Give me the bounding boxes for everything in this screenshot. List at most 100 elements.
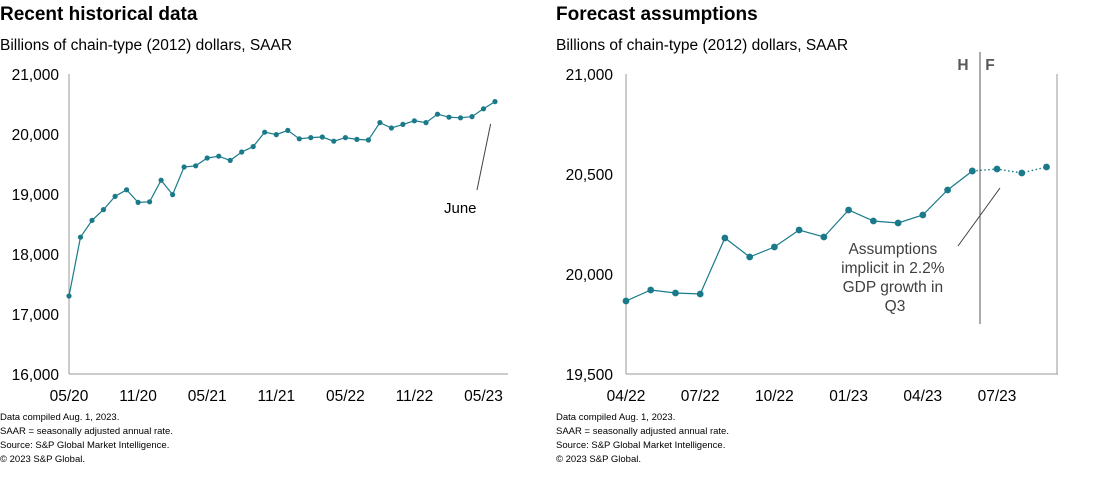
data-point: [170, 192, 176, 198]
historical-x-tick-label: 05/20: [50, 388, 89, 405]
historical-x-tick-label: 11/21: [257, 388, 295, 405]
data-point: [820, 233, 828, 241]
data-point: [721, 234, 729, 242]
data-point: [446, 114, 452, 120]
data-point: [89, 217, 95, 223]
assumptions-annotation-label: Assumptions implicit in 2.2% GDP growth …: [841, 241, 949, 315]
data-point: [100, 207, 107, 213]
data-point: [124, 187, 130, 193]
data-point: [147, 199, 153, 205]
data-point: [968, 167, 976, 175]
data-point: [771, 243, 778, 251]
historical-footnote: SAAR = seasonally adjusted annual rate.: [0, 426, 173, 437]
data-point: [77, 234, 84, 240]
data-point: [342, 135, 348, 141]
data-point: [647, 286, 655, 294]
data-point: [469, 114, 475, 120]
data-point: [919, 211, 927, 219]
forecast-x-tick-label: 10/22: [755, 388, 794, 405]
historical-y-tick-label: 21,000: [12, 67, 60, 84]
historical-x-tick-label: 11/20: [119, 388, 157, 405]
data-point: [112, 193, 118, 199]
historical-series: [66, 99, 498, 299]
data-point: [158, 177, 164, 183]
data-point: [423, 120, 429, 126]
historical-y-tick-label: 20,000: [12, 127, 60, 144]
historical-y-tick-label: 17,000: [12, 307, 60, 324]
historical-x-tick-label: 05/21: [188, 388, 227, 405]
data-point: [262, 129, 268, 135]
data-point: [944, 186, 951, 194]
data-point: [795, 226, 803, 234]
historical-chart-subtitle: Billions of chain-type (2012) dollars, S…: [0, 37, 292, 54]
assumptions-annotation-line: implicit in 2.2%: [841, 260, 945, 277]
forecast-y-tick-label: 19,500: [566, 367, 614, 384]
forecast-x-tick-label: 07/22: [681, 388, 720, 405]
data-point: [480, 106, 487, 112]
assumptions-annotation-leader: [957, 187, 1001, 247]
data-point: [216, 153, 222, 159]
data-point: [193, 163, 199, 169]
forecast-footnote: Source: S&P Global Market Intelligence.: [556, 440, 725, 451]
data-point: [746, 253, 754, 261]
forecast-y-tick-label: 20,500: [566, 167, 614, 184]
data-point: [365, 137, 371, 143]
forecast-x-tick-label: 04/23: [903, 388, 942, 405]
data-point: [204, 155, 210, 161]
history-label: H: [957, 57, 968, 74]
forecast-x-tick-label: 01/23: [829, 388, 868, 405]
forecast-y-tick-label: 21,000: [566, 67, 614, 84]
data-point: [993, 165, 1001, 173]
historical-line: [68, 101, 496, 297]
data-point: [672, 289, 679, 297]
data-point: [273, 132, 279, 138]
historical-chart: Recent historical data Billions of chain…: [0, 4, 508, 465]
forecast-chart: Forecast assumptions Billions of chain-t…: [556, 4, 1058, 465]
data-point: [400, 121, 406, 127]
forecast-footnote: Data compiled Aug. 1, 2023.: [556, 412, 675, 423]
forecast-chart-title: Forecast assumptions: [556, 4, 758, 25]
historical-footnote: Data compiled Aug. 1, 2023.: [0, 412, 119, 423]
data-point: [411, 118, 417, 124]
forecast-footnote: © 2023 S&P Global.: [556, 454, 641, 465]
data-point: [354, 136, 360, 142]
historical-y-tick-label: 16,000: [12, 367, 60, 384]
data-point: [66, 293, 72, 299]
data-point: [377, 120, 383, 126]
data-point: [622, 297, 630, 305]
data-point: [894, 219, 902, 227]
forecast-line: [972, 166, 1047, 174]
forecast-x-tick-label: 04/22: [607, 388, 646, 405]
data-point: [227, 157, 233, 163]
data-point: [457, 115, 464, 121]
forecast-chart-subtitle: Billions of chain-type (2012) dollars, S…: [556, 37, 848, 54]
historical-footnote: Source: S&P Global Market Intelligence.: [0, 440, 169, 451]
data-point: [870, 217, 877, 225]
forecast-series: [622, 163, 1050, 305]
forecast-footnote: SAAR = seasonally adjusted annual rate.: [556, 426, 729, 437]
historical-x-tick-label: 11/22: [396, 388, 434, 405]
june-annotation-leader: [476, 123, 492, 191]
data-point: [1018, 169, 1026, 177]
historical-y-tick-label: 18,000: [12, 247, 60, 264]
data-point: [434, 111, 441, 117]
data-point: [492, 99, 498, 105]
june-annotation-label: June: [444, 200, 477, 217]
data-point: [388, 125, 394, 131]
data-point: [296, 136, 302, 142]
forecast-x-tick-label: 07/23: [978, 388, 1017, 405]
forecast-label: F: [985, 57, 994, 74]
data-point: [696, 290, 704, 298]
data-point: [181, 164, 187, 170]
historical-x-tick-label: 05/23: [464, 388, 503, 405]
assumptions-annotation-line: GDP growth in: [843, 279, 944, 296]
historical-y-tick-label: 19,000: [12, 187, 60, 204]
data-point: [319, 134, 325, 140]
data-point: [285, 127, 291, 133]
data-point: [1043, 163, 1050, 171]
historical-chart-title: Recent historical data: [0, 4, 198, 25]
assumptions-annotation-line: Assumptions: [848, 241, 937, 258]
data-point: [331, 138, 337, 144]
data-point: [308, 135, 314, 141]
